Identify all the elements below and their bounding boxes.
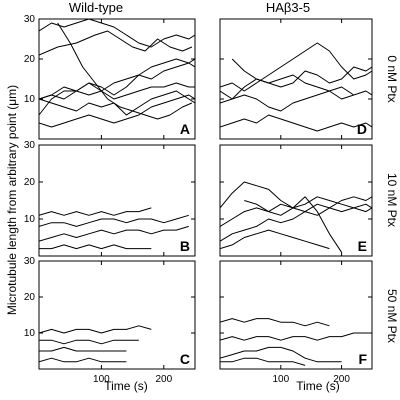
series-line-3 [220,203,372,242]
series-line-3 [39,346,127,352]
x-tick-label: 100 [93,374,110,385]
series-line-2 [220,66,372,100]
series-line-3 [39,58,195,100]
series-line-4 [39,244,152,250]
panel-a: 10 20 30 A [24,14,196,140]
row-label-0nm: 0 nM Ptx [385,55,399,102]
series-line-6 [39,94,195,128]
series-line-3 [220,346,342,363]
row-label-50nm: 50 nM Ptx [385,289,399,343]
y-tick-label: 20 [24,177,36,188]
panel-d: D [219,18,373,140]
panel-e: E [219,144,373,257]
y-axis-label: Microtubule length from arbitrary point … [5,85,19,315]
x-tick-label: 100 [272,374,289,385]
series-line-3 [220,90,372,112]
series-line-1 [39,325,152,334]
panel-frame [219,260,373,370]
series-line-2 [39,214,189,227]
column-title-wild-type: Wild-type [69,0,123,15]
panel-frame [219,18,373,140]
series-line-1 [220,42,372,92]
panel-letter: A [180,121,190,137]
series-line-1 [39,207,152,216]
x-axis-label-right: Time (s) [296,379,340,393]
series-line-7 [39,30,193,56]
panel-c: 10 20 30 100 200 C [24,256,196,385]
series-line-2 [220,196,372,227]
panel-frame [38,18,196,140]
column-title-habeta3-5: HAβ3-5 [266,0,310,15]
row-label-10nm: 10 nM Ptx [385,173,399,227]
panel-frame [38,144,196,257]
panel-letter: E [358,238,367,254]
series-line-4 [39,82,195,100]
series-line-1 [220,181,372,213]
y-tick-label: 20 [24,292,36,303]
y-tick-label: 30 [24,140,36,151]
y-tick-label: 10 [24,328,36,339]
series-line-5 [244,196,343,253]
panel-letter: D [357,121,367,137]
series-line-4 [220,229,330,250]
series-line-5 [231,58,355,96]
y-tick-label: 20 [24,54,36,65]
series-line-1 [220,318,330,327]
panel-frame [219,144,373,257]
series-line-2 [220,332,372,341]
panel-letter: B [180,238,190,254]
panel-frame [38,260,196,370]
y-tick-label: 30 [24,256,36,267]
panel-letter: C [180,351,190,367]
x-tick-label: 200 [333,374,350,385]
series-line-4 [39,357,127,363]
y-tick-label: 10 [24,94,36,105]
panel-letter: F [358,351,367,367]
series-line-2 [39,339,139,345]
series-line-4 [220,114,372,132]
y-tick-label: 10 [24,214,36,225]
series-line-2 [39,62,195,116]
panel-b: 10 20 30 B [24,140,196,257]
series-line-3 [39,225,189,242]
series-line-4 [220,357,306,366]
series-line-1 [39,19,195,48]
x-axis-label-left: Time (s) [104,379,148,393]
series-line-8 [57,22,193,120]
x-tick-label: 200 [155,374,172,385]
y-tick-label: 30 [24,14,36,25]
panel-f: 100 200 F [219,260,373,385]
series-line-5 [39,90,195,116]
